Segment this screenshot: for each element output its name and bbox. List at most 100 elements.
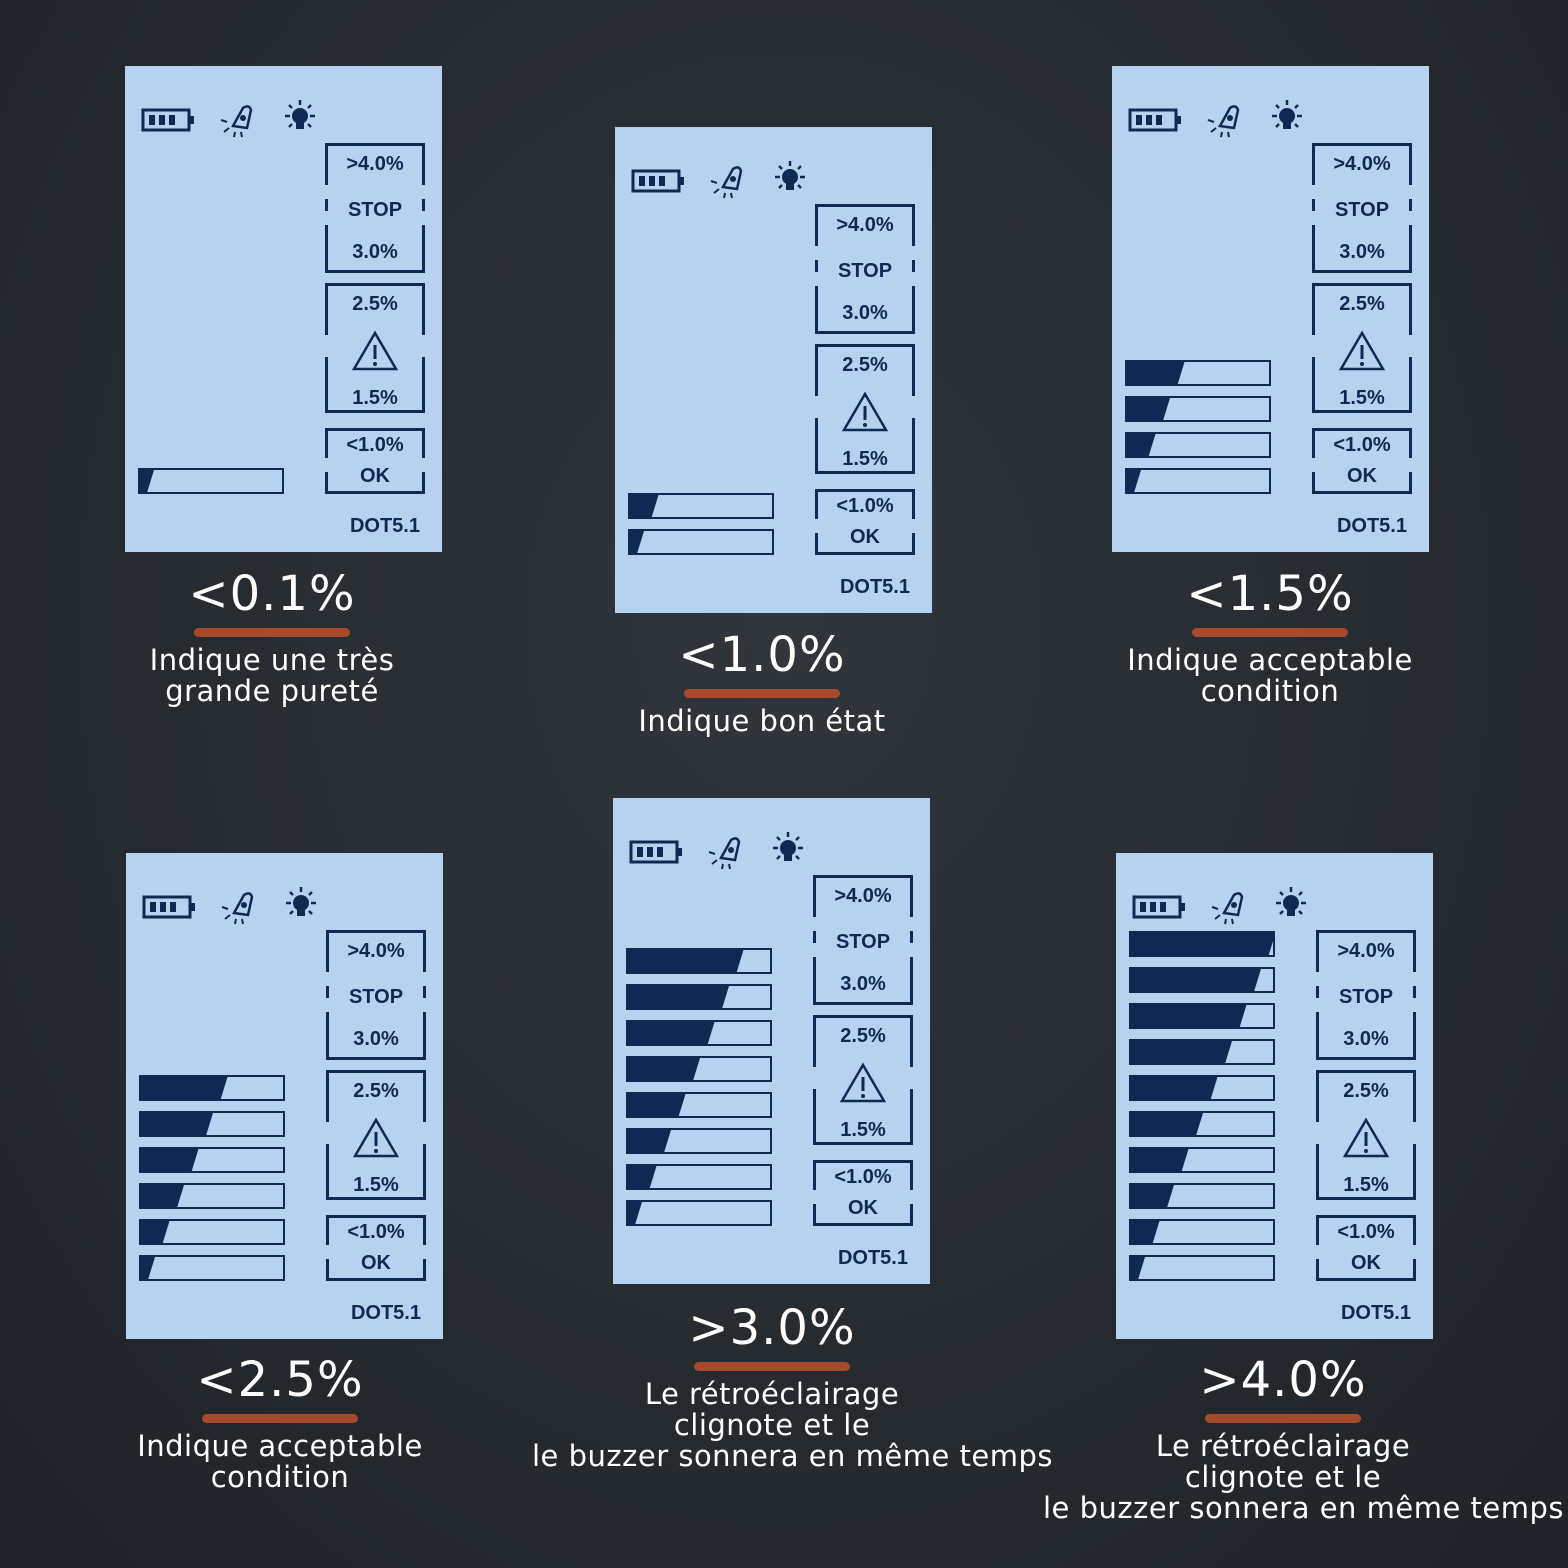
threshold-label: 1.5% (1343, 1174, 1389, 1196)
accent-underline (194, 628, 350, 637)
level-bar (626, 1128, 772, 1154)
level-bar (626, 1056, 772, 1082)
ok-label: OK (1347, 465, 1377, 487)
condition-description: condition (1200, 674, 1340, 708)
condition-description: Le rétroéclairage (1155, 1429, 1411, 1463)
condition-description: clignote et le (1184, 1460, 1382, 1494)
ok-label: OK (850, 526, 880, 548)
threshold-label: >4.0% (1333, 153, 1391, 175)
warning-icon (1338, 330, 1386, 371)
level-bar (139, 1219, 285, 1245)
level-bar (138, 468, 284, 494)
threshold-label: <1.0% (836, 495, 894, 517)
battery-icon (629, 840, 682, 864)
threshold-label: 3.0% (842, 302, 888, 324)
box3-indicator: <1.0% OK (814, 489, 916, 555)
box2-indicator: 2.5% 1.5% (1311, 283, 1413, 413)
model-label: DOT5.1 (839, 576, 910, 598)
level-bar (1129, 1075, 1275, 1101)
level-bar (139, 1147, 285, 1173)
battery-icon (631, 169, 684, 193)
ok-label: OK (361, 1252, 391, 1274)
accent-underline (1192, 628, 1348, 637)
threshold-label: <1.0% (1337, 1221, 1395, 1243)
threshold-label: 3.0% (840, 973, 886, 995)
condition-caption: <2.5% Indique acceptable condition (40, 1352, 520, 1493)
backlight-icon (773, 832, 803, 861)
stop-label: STOP (1334, 199, 1390, 221)
threshold-label: <1.0% (347, 1221, 405, 1243)
buzzer-icon (1207, 105, 1240, 138)
level-bar (139, 1183, 285, 1209)
threshold-label: 3.0% (353, 1028, 399, 1050)
ok-label: OK (1351, 1252, 1381, 1274)
warning-icon (352, 1117, 400, 1158)
warning-icon (839, 1062, 887, 1103)
stop-label: STOP (348, 986, 404, 1008)
stop-label: STOP (835, 931, 891, 953)
threshold-label: 2.5% (353, 1080, 399, 1102)
level-bar (626, 1020, 772, 1046)
threshold-label: 1.5% (840, 1119, 886, 1141)
model-label: DOT5.1 (350, 1302, 421, 1324)
ok-label: OK (360, 465, 390, 487)
warning-icon (1342, 1117, 1390, 1158)
level-bar (1125, 396, 1271, 422)
status-icons (141, 98, 341, 138)
level-bar (1129, 931, 1275, 957)
battery-icon (1128, 108, 1181, 132)
box2-indicator: 2.5% 1.5% (325, 1070, 427, 1200)
level-bar (1129, 967, 1275, 993)
status-icons (629, 830, 829, 870)
condition-value: >4.0% (1199, 1352, 1367, 1408)
box1-indicator: >4.0% STOP 3.0% (812, 875, 914, 1005)
status-icons (142, 885, 342, 925)
buzzer-icon (708, 837, 741, 870)
stop-label: STOP (347, 199, 403, 221)
level-bar (626, 1200, 772, 1226)
threshold-label: 3.0% (1343, 1028, 1389, 1050)
buzzer-icon (220, 105, 253, 138)
threshold-label: 2.5% (840, 1025, 886, 1047)
threshold-label: 2.5% (842, 354, 888, 376)
level-bar (1125, 468, 1271, 494)
level-bar (628, 529, 774, 555)
level-bar (139, 1111, 285, 1137)
buzzer-icon (710, 166, 743, 199)
warning-icon (841, 391, 889, 432)
box1-indicator: >4.0% STOP 3.0% (324, 143, 426, 273)
box1-indicator: >4.0% STOP 3.0% (814, 204, 916, 334)
status-icons (1132, 885, 1332, 925)
accent-underline (684, 689, 840, 698)
threshold-label: <1.0% (346, 434, 404, 456)
condition-description: le buzzer sonnera en même temps (1043, 1491, 1565, 1525)
condition-description: Indique acceptable (137, 1429, 423, 1463)
threshold-label: >4.0% (836, 214, 894, 236)
lcd-screen: >4.0% STOP 3.0% 2.5% 1.5% <1.0% OK DOT5.1 (125, 66, 442, 552)
level-bar (1129, 1003, 1275, 1029)
box2-indicator: 2.5% 1.5% (1315, 1070, 1417, 1200)
threshold-label: >4.0% (834, 885, 892, 907)
condition-caption: >4.0% Le rétroéclairage clignote et le le … (1043, 1352, 1565, 1525)
threshold-label: 3.0% (1339, 241, 1385, 263)
condition-description: Le rétroéclairage (644, 1377, 900, 1411)
lcd-screen: >4.0% STOP 3.0% 2.5% 1.5% <1.0% OK DOT5.1 (126, 853, 443, 1339)
condition-value: >3.0% (688, 1300, 856, 1356)
accent-underline (202, 1414, 358, 1423)
condition-value: <2.5% (196, 1352, 364, 1408)
level-bar (139, 1255, 285, 1281)
threshold-label: 1.5% (1339, 387, 1385, 409)
level-bar (1129, 1147, 1275, 1173)
condition-caption: <1.5% Indique acceptable condition (1030, 566, 1510, 707)
threshold-label: >4.0% (347, 940, 405, 962)
stop-label: STOP (1338, 986, 1394, 1008)
battery-icon (1132, 895, 1185, 919)
condition-caption: >3.0% Le rétroéclairage clignote et le le … (532, 1300, 1053, 1472)
warning-icon (351, 330, 399, 371)
buzzer-icon (221, 892, 254, 925)
stop-label: STOP (837, 260, 893, 282)
threshold-label: 2.5% (352, 293, 398, 315)
level-bar (1129, 1183, 1275, 1209)
status-icons (1128, 98, 1328, 138)
condition-caption: <1.0% Indique bon état (522, 627, 1002, 737)
